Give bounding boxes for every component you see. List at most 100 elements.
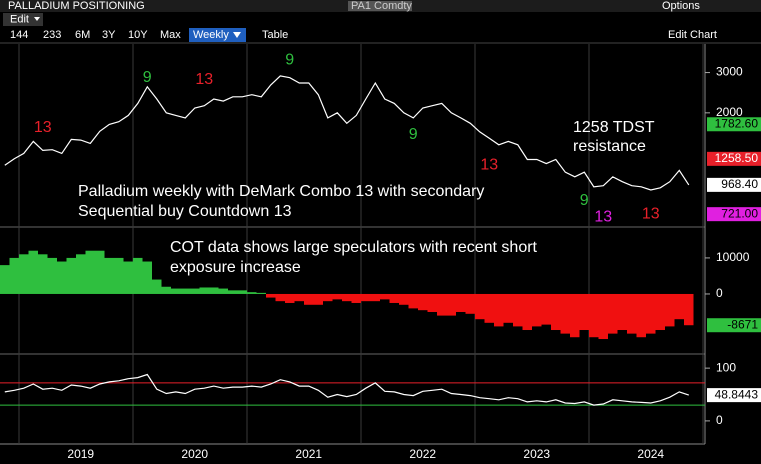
bar <box>342 293 352 302</box>
bar <box>655 293 665 331</box>
range-tab[interactable]: Max <box>160 29 181 41</box>
bar <box>304 293 314 305</box>
bar <box>28 250 38 294</box>
bar <box>465 293 475 314</box>
bar <box>19 254 29 294</box>
value-badge <box>707 151 761 166</box>
bar <box>617 293 627 331</box>
bar <box>285 293 295 303</box>
bar <box>570 293 580 338</box>
bar <box>171 288 181 294</box>
bar <box>560 293 570 334</box>
bar <box>427 293 437 312</box>
edit-menu[interactable]: Edit <box>10 13 29 25</box>
bar <box>76 254 86 294</box>
annotation: Sequential buy Countdown 13 <box>78 203 292 220</box>
bar <box>256 292 266 294</box>
bar <box>513 293 523 327</box>
y-tick-label: 2000 <box>716 105 743 119</box>
x-tick-label: 2024 <box>637 447 664 461</box>
table-button[interactable]: Table <box>262 29 288 41</box>
bar <box>66 257 76 294</box>
bar <box>532 293 542 327</box>
bar <box>266 293 276 298</box>
bar <box>665 293 675 327</box>
bar <box>323 293 333 302</box>
value-badge-label: 48.8443 <box>715 387 759 401</box>
value-badge-label: 1782.60 <box>715 116 759 130</box>
signal-label: 13 <box>195 71 213 88</box>
bar <box>503 293 513 323</box>
bar <box>190 288 200 294</box>
bar <box>598 293 608 340</box>
menu-box[interactable] <box>3 13 43 26</box>
bar <box>408 293 418 309</box>
bar <box>484 293 494 323</box>
bar <box>237 290 247 294</box>
bar <box>475 293 485 320</box>
ticker-box[interactable] <box>348 1 412 11</box>
bar <box>228 290 238 294</box>
bar <box>541 293 551 325</box>
bar <box>361 293 371 302</box>
value-badge-label: 721.00 <box>721 206 758 220</box>
bar <box>104 257 114 294</box>
bar <box>351 293 361 303</box>
bar <box>123 261 133 294</box>
options-button[interactable]: Options <box>662 0 700 12</box>
value-badge-label: 968.40 <box>721 177 758 191</box>
bar <box>38 254 48 294</box>
signal-label: 13 <box>642 206 660 223</box>
signal-label: 9 <box>285 51 294 68</box>
bar <box>456 293 466 312</box>
bar <box>95 250 105 294</box>
y-tick-label: 10000 <box>716 250 750 264</box>
bar <box>199 287 209 294</box>
value-badge <box>707 318 761 333</box>
range-tab[interactable]: 6M <box>75 29 90 41</box>
signal-label: 13 <box>34 119 52 136</box>
period-selector[interactable]: Weekly <box>193 29 229 41</box>
annotation: resistance <box>573 138 646 155</box>
bar <box>313 293 323 305</box>
bar <box>114 257 124 294</box>
bar <box>608 293 618 334</box>
bar <box>247 292 257 294</box>
period-box[interactable] <box>189 28 246 42</box>
bar <box>380 293 390 300</box>
bar <box>674 293 684 320</box>
annotation: exposure increase <box>170 259 301 276</box>
range-tab[interactable]: 3Y <box>102 29 116 41</box>
x-tick-label: 2021 <box>295 447 322 461</box>
x-tick-label: 2022 <box>409 447 436 461</box>
bar <box>275 293 285 302</box>
bar <box>152 279 162 294</box>
bar <box>9 257 19 294</box>
bar <box>209 287 219 294</box>
edit-chart-button[interactable]: Edit Chart <box>668 29 717 41</box>
bar <box>399 293 409 305</box>
bar <box>389 293 399 303</box>
bar <box>180 288 190 294</box>
window-title: PALLADIUM POSITIONING <box>8 0 145 12</box>
bar <box>627 293 637 334</box>
x-tick-label: 2020 <box>181 447 208 461</box>
ticker[interactable]: PA1 Comdty <box>351 0 412 12</box>
value-badge <box>707 207 761 222</box>
series-line <box>4 75 690 191</box>
bar <box>85 250 95 294</box>
range-tab[interactable]: 233 <box>43 29 61 41</box>
range-tab[interactable]: 10Y <box>128 29 148 41</box>
bar <box>684 293 694 326</box>
y-tick-label: 0 <box>716 286 723 300</box>
signal-label: 13 <box>594 209 612 226</box>
signal-label: 13 <box>480 156 498 173</box>
y-tick-label: 0 <box>716 413 723 427</box>
x-tick-label: 2019 <box>67 447 94 461</box>
bar <box>579 293 589 331</box>
bar <box>161 286 171 294</box>
bar <box>551 293 561 331</box>
range-tab[interactable]: 144 <box>10 29 28 41</box>
bar <box>142 261 152 294</box>
